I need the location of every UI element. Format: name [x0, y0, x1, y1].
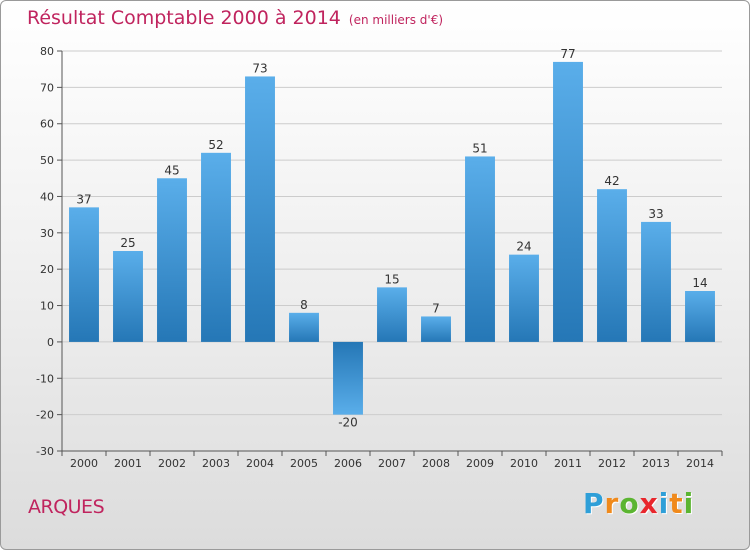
data-label-2013: 33	[648, 207, 663, 221]
bar-2009	[465, 156, 495, 342]
x-tick-label: 2012	[598, 457, 626, 470]
y-tick-label: 0	[47, 336, 54, 349]
x-tick-label: 2004	[246, 457, 274, 470]
y-tick-label: 40	[40, 190, 54, 203]
x-tick-label: 2006	[334, 457, 362, 470]
bar-2001	[113, 251, 143, 342]
bar-2003	[201, 152, 231, 342]
bar-2014	[685, 291, 715, 342]
x-tick-label: 2001	[114, 457, 142, 470]
y-tick-label: 30	[40, 227, 54, 240]
y-tick-label: 70	[40, 81, 54, 94]
x-tick-label: 2009	[466, 457, 494, 470]
data-label-2000: 37	[76, 192, 91, 206]
chart-subtitle: (en milliers d'€)	[348, 13, 444, 27]
bar-2007	[377, 287, 407, 342]
y-tick-label: 10	[40, 300, 54, 313]
data-label-2004: 73	[252, 61, 267, 75]
bar-2013	[641, 221, 671, 342]
data-label-2011: 77	[560, 47, 575, 61]
bar-2011	[553, 61, 583, 342]
x-tick-label: 2008	[422, 457, 450, 470]
logo-letter: i	[683, 487, 695, 520]
y-tick-label: 20	[40, 263, 54, 276]
data-label-2006: -20	[338, 416, 358, 430]
proxiti-logo[interactable]: Proxiti	[583, 487, 694, 520]
x-tick-label: 2003	[202, 457, 230, 470]
data-label-2001: 25	[120, 236, 135, 250]
logo-letter: P	[583, 487, 605, 520]
logo-letter: r	[604, 487, 620, 520]
data-label-2007: 15	[384, 272, 399, 286]
bar-2004	[245, 76, 275, 342]
data-labels: 37 25 45 52 73 8 -20 15 7 51 24 77 42 33 14	[76, 47, 707, 430]
logo-letter: i	[658, 487, 670, 520]
y-tick-label: -10	[36, 372, 54, 385]
x-tick-label: 2005	[290, 457, 318, 470]
x-tick-label: 2010	[510, 457, 538, 470]
town-name: ARQUES	[28, 496, 105, 518]
bar-2012	[597, 189, 627, 342]
bar-2002	[157, 178, 187, 342]
x-tick-label: 2007	[378, 457, 406, 470]
logo-letter: o	[619, 487, 640, 520]
x-tick-label: 2014	[686, 457, 714, 470]
data-label-2002: 45	[164, 163, 179, 177]
x-tick-label: 2011	[554, 457, 582, 470]
logo-letter: t	[669, 487, 684, 520]
chart-title: Résultat Comptable 2000 à 2014 (en millie…	[27, 7, 444, 29]
data-label-2009: 51	[472, 141, 487, 155]
axes: -30 -20 -10 0 10 20 30 40 50 60 70 80 2000 2001 2002 20…	[36, 45, 723, 470]
bar-2005	[289, 312, 319, 342]
x-tick-label: 2013	[642, 457, 670, 470]
y-tick-label: -20	[36, 409, 54, 422]
x-tick-label: 2002	[158, 457, 186, 470]
y-tick-label: 50	[40, 154, 54, 167]
data-label-2012: 42	[604, 174, 619, 188]
data-label-2005: 8	[300, 298, 308, 312]
bar-2006	[333, 341, 363, 415]
data-label-2010: 24	[516, 240, 531, 254]
x-tick-label: 2000	[70, 457, 98, 470]
data-label-2014: 14	[692, 276, 707, 290]
y-tick-label: 60	[40, 118, 54, 131]
bars	[69, 61, 715, 415]
y-tick-label: -30	[36, 445, 54, 458]
bar-2010	[509, 254, 539, 342]
data-label-2008: 7	[432, 301, 440, 315]
logo-letter: x	[639, 487, 659, 520]
y-tick-label: 80	[40, 45, 54, 58]
bar-2000	[69, 207, 99, 342]
bar-2008	[421, 316, 451, 342]
data-label-2003: 52	[208, 138, 223, 152]
